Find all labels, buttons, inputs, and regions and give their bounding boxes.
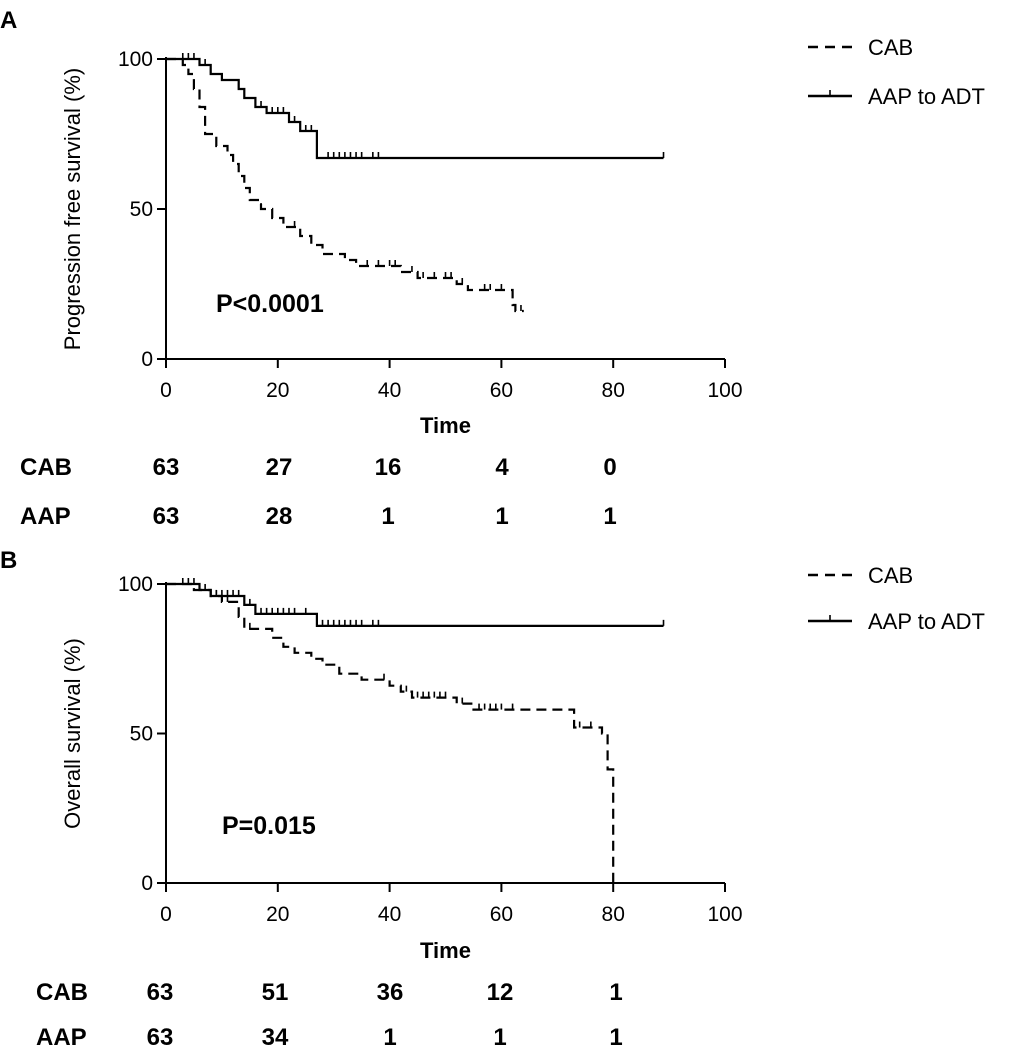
x-tick-label: 20 — [266, 379, 289, 402]
y-tick-label: 0 — [141, 872, 153, 895]
y-tick-label: 50 — [130, 723, 153, 746]
risk-count: 36 — [377, 979, 404, 1006]
x-tick-label: 20 — [266, 903, 289, 926]
risk-table: CAB 63 27 16 4 0 AAP 63 28 1 1 1 — [20, 454, 617, 530]
risk-count: 1 — [383, 1024, 396, 1048]
risk-count: 0 — [603, 454, 616, 481]
x-tick-label: 0 — [160, 903, 172, 926]
risk-count: 1 — [609, 979, 622, 1006]
y-tick-label: 100 — [118, 48, 153, 71]
x-tick-label: 40 — [378, 903, 401, 926]
risk-count: 63 — [147, 1024, 174, 1048]
risk-count: 1 — [603, 503, 616, 530]
y-tick-label: 50 — [130, 198, 153, 221]
panel-label: B — [0, 547, 17, 574]
series-line-cab — [166, 57, 524, 313]
y-tick-label: 100 — [118, 573, 153, 596]
series-line-aap-to-adt — [166, 582, 664, 628]
x-axis-title: Time — [420, 938, 471, 963]
risk-count: 63 — [153, 503, 180, 530]
x-tick-label: 60 — [490, 379, 513, 402]
risk-count: 28 — [266, 503, 293, 530]
risk-table: CAB 63 51 36 12 1 AAP 63 34 1 1 1 — [36, 979, 623, 1048]
legend-label: AAP to ADT — [868, 84, 985, 109]
legend-label: CAB — [868, 563, 913, 588]
risk-count: 27 — [266, 454, 293, 481]
p-value-annotation: P=0.015 — [222, 812, 316, 840]
x-tick-label: 60 — [490, 903, 513, 926]
legend: CAB AAP to ADT — [808, 563, 985, 634]
risk-count: 1 — [609, 1024, 622, 1048]
x-tick-label: 100 — [707, 903, 742, 926]
x-tick-label: 80 — [602, 903, 625, 926]
risk-count: 4 — [495, 454, 509, 481]
legend-label: AAP to ADT — [868, 609, 985, 634]
risk-count: 63 — [147, 979, 174, 1006]
x-tick-label: 100 — [707, 379, 742, 402]
risk-row-label: AAP — [36, 1024, 87, 1048]
x-tick-label: 80 — [602, 379, 625, 402]
series-line-cab — [166, 582, 615, 883]
risk-count: 63 — [153, 454, 180, 481]
x-tick-label: 40 — [378, 379, 401, 402]
risk-count: 16 — [375, 454, 402, 481]
risk-row-label: CAB — [20, 454, 72, 481]
y-axis-title: Overall survival (%) — [60, 638, 85, 829]
p-value-annotation: P<0.0001 — [216, 290, 324, 318]
risk-count: 51 — [262, 979, 289, 1006]
panel-label: A — [0, 7, 17, 34]
y-tick-label: 0 — [141, 348, 153, 371]
x-axis-title: Time — [420, 413, 471, 438]
series-line-aap-to-adt — [166, 57, 664, 160]
legend-label: CAB — [868, 35, 913, 60]
legend: CAB AAP to ADT — [808, 35, 985, 109]
risk-count: 1 — [493, 1024, 506, 1048]
risk-row-label: CAB — [36, 979, 88, 1006]
risk-count: 1 — [381, 503, 394, 530]
risk-count: 34 — [262, 1024, 289, 1048]
y-axis-title: Progression free survival (%) — [60, 68, 85, 350]
chart-panel-b: B 0 50 100 0 20 40 60 80 100 Time Overall survival … — [0, 547, 985, 1048]
risk-row-label: AAP — [20, 503, 71, 530]
risk-count: 1 — [495, 503, 508, 530]
risk-count: 12 — [487, 979, 514, 1006]
x-tick-label: 0 — [160, 379, 172, 402]
